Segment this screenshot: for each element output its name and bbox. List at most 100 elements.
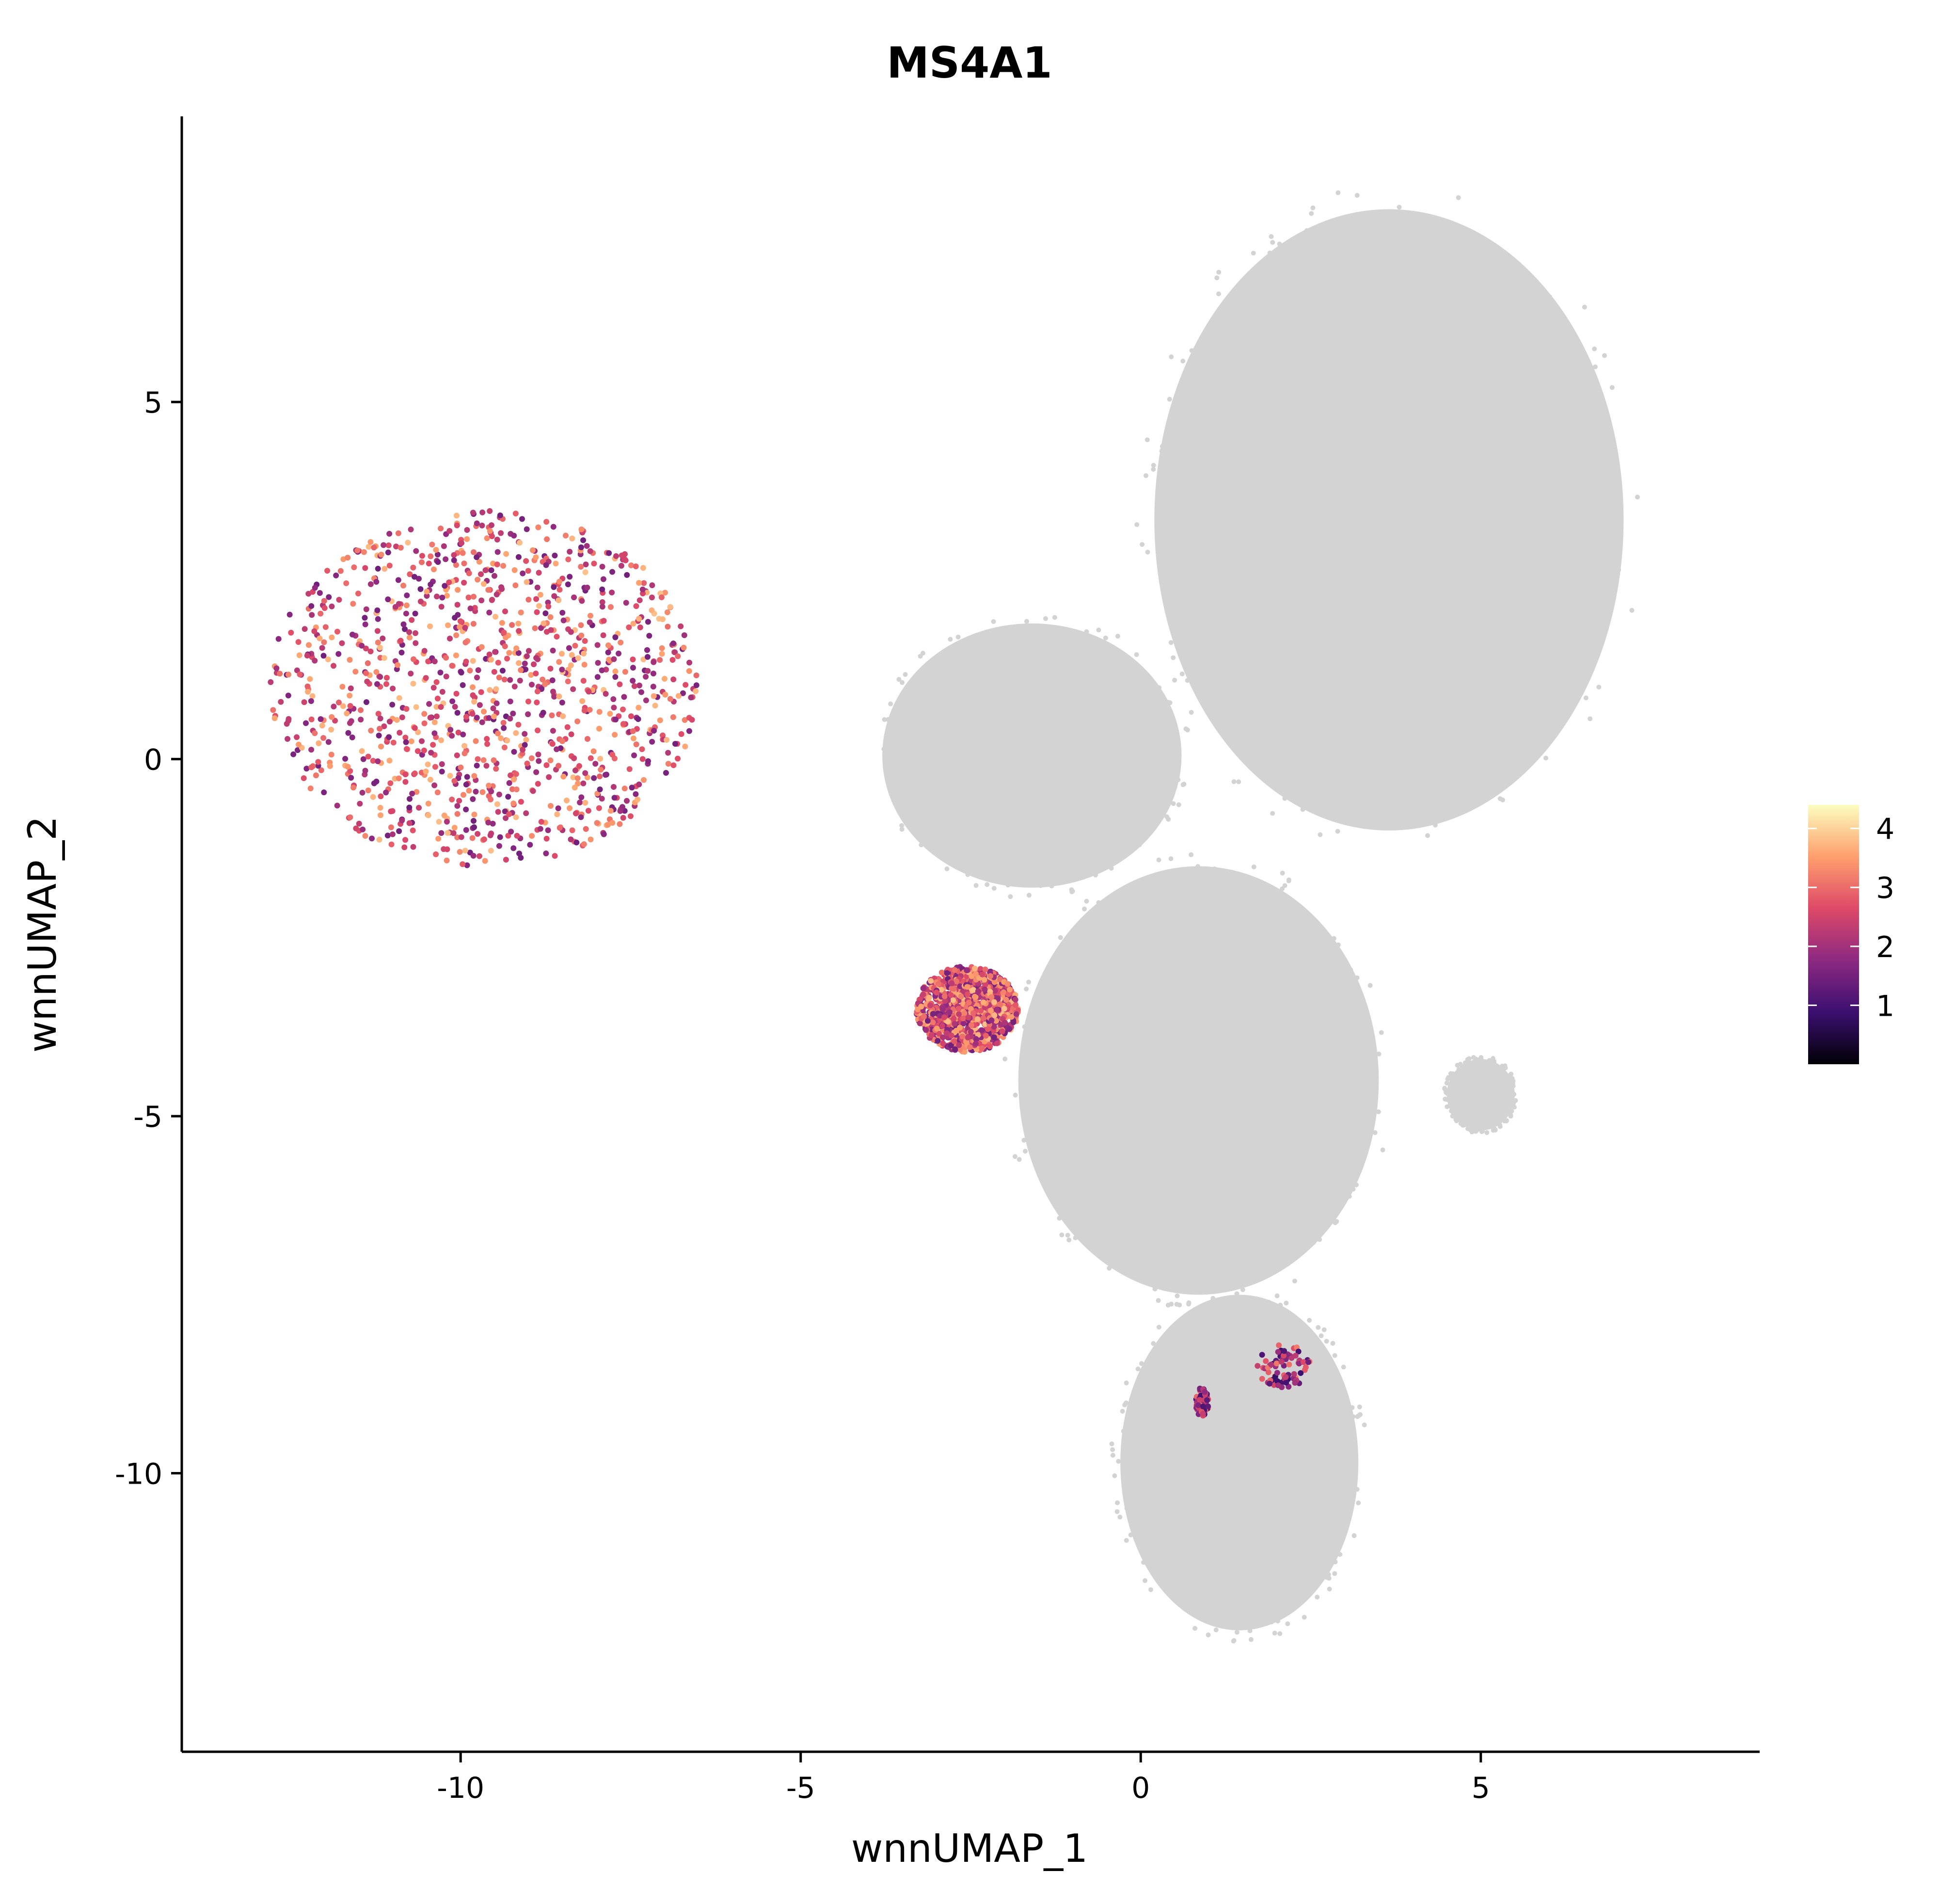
expressing-cell <box>672 649 678 656</box>
expressing-cell <box>523 558 529 564</box>
expressing-cell <box>967 1044 973 1050</box>
background-cell <box>1486 1113 1492 1118</box>
expressing-cell <box>636 682 642 688</box>
expressing-cell <box>308 716 315 722</box>
background-cell <box>1249 1606 1255 1611</box>
background-cell <box>995 858 1000 864</box>
expressing-cell <box>942 998 948 1004</box>
background-cell <box>1197 690 1203 696</box>
background-cell <box>1341 738 1346 744</box>
background-cell <box>1275 1553 1281 1559</box>
background-cell <box>1223 363 1228 368</box>
expressing-cell <box>493 686 499 692</box>
background-cell <box>1420 240 1426 246</box>
expressing-cell <box>461 743 468 749</box>
background-cell <box>896 677 902 682</box>
expressing-cell <box>461 750 468 756</box>
background-cell <box>1596 685 1602 690</box>
background-cell <box>1451 230 1457 235</box>
expressing-cell <box>529 547 536 553</box>
background-cell <box>1343 1491 1349 1496</box>
expressing-cell <box>559 666 565 672</box>
background-cell <box>1188 1425 1193 1430</box>
background-cell <box>995 759 1001 764</box>
expressing-cell <box>430 685 437 691</box>
background-cell <box>1342 1414 1348 1419</box>
background-cell <box>1436 704 1441 710</box>
expressing-cell <box>513 730 519 736</box>
background-cell <box>1148 1476 1154 1482</box>
background-cell <box>1115 1500 1120 1505</box>
background-cell <box>1135 1366 1141 1372</box>
expressing-cell <box>331 663 337 669</box>
expressing-cell <box>319 645 325 651</box>
background-cell <box>1473 1076 1478 1081</box>
x-tick-label: 0 <box>1131 1771 1150 1805</box>
background-cell <box>1277 1494 1283 1499</box>
expressing-cell <box>981 976 987 983</box>
background-cell <box>1144 1384 1149 1390</box>
background-cell <box>1470 1089 1475 1095</box>
background-cell <box>1173 1442 1178 1448</box>
expressing-cell <box>470 853 477 859</box>
background-cell <box>1071 1066 1077 1072</box>
expressing-cell <box>964 991 970 997</box>
expressing-cell <box>368 727 374 734</box>
background-cell <box>928 823 933 829</box>
background-cell <box>1135 1435 1141 1440</box>
background-cell <box>1480 1077 1486 1082</box>
background-cell <box>1021 1137 1027 1143</box>
background-cell <box>1048 772 1053 777</box>
expressing-cell <box>438 830 445 836</box>
background-cell <box>1329 242 1334 247</box>
background-cell <box>1178 558 1184 563</box>
expressing-cell <box>582 800 588 806</box>
expressing-cell <box>430 566 437 573</box>
background-cell <box>1318 481 1323 487</box>
expressing-cell <box>997 1001 1003 1008</box>
expressing-cell <box>345 555 351 561</box>
expressing-cell <box>460 861 466 867</box>
expressing-cell <box>381 542 387 548</box>
background-cell <box>1082 906 1087 912</box>
background-cell <box>1346 1045 1351 1051</box>
background-cell <box>1217 1305 1223 1311</box>
background-cell <box>1252 394 1257 400</box>
background-cell <box>1214 953 1219 958</box>
background-cell <box>1275 1618 1281 1624</box>
expressing-cell <box>392 604 398 610</box>
background-cell <box>927 742 933 747</box>
expressing-cell <box>357 800 363 807</box>
background-cell <box>1324 957 1330 962</box>
background-cell <box>1473 487 1478 493</box>
background-cell <box>1587 485 1592 491</box>
expressing-cell <box>495 809 501 815</box>
expressing-cell <box>377 715 383 721</box>
background-cell <box>1350 779 1355 784</box>
background-cell <box>1216 532 1222 538</box>
expressing-cell <box>551 584 557 590</box>
background-cell <box>1390 710 1396 716</box>
background-cell <box>1193 1420 1199 1425</box>
background-cell <box>980 669 985 674</box>
background-cell <box>1176 594 1181 600</box>
background-cell <box>1250 1237 1255 1242</box>
expressing-cell <box>290 751 297 757</box>
expressing-cell <box>348 718 354 724</box>
background-cell <box>1432 421 1438 427</box>
expressing-cell <box>488 522 494 528</box>
expressing-cell <box>559 738 566 744</box>
expressing-cell <box>429 542 435 548</box>
background-cell <box>1219 1587 1224 1593</box>
expressing-cell <box>431 730 438 736</box>
expressing-cell <box>636 616 642 622</box>
expressing-cell <box>438 737 444 743</box>
background-cell <box>1287 1063 1292 1068</box>
background-cell <box>1001 664 1007 670</box>
background-cell <box>1238 426 1243 431</box>
background-cell <box>969 788 974 794</box>
expressing-cell <box>320 735 327 741</box>
background-cell <box>1231 1198 1236 1203</box>
background-cell <box>1197 395 1202 400</box>
background-cell <box>1502 1112 1507 1117</box>
